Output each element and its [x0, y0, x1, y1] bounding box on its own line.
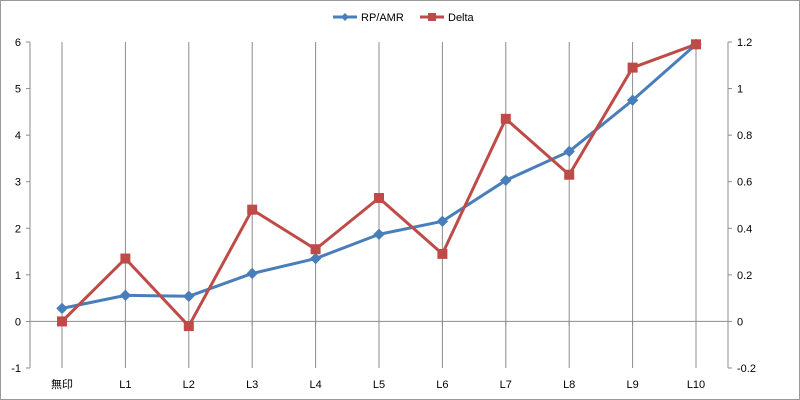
x-tick-label: L4 [309, 379, 321, 391]
x-tick-label: L9 [626, 379, 638, 391]
data-point-diamond [373, 228, 385, 241]
legend-marker-diamond [341, 13, 349, 21]
x-tick-label: L3 [246, 379, 258, 391]
data-point-square [627, 62, 638, 73]
data-point-diamond [500, 174, 512, 187]
data-point-square [374, 193, 384, 204]
gridlines [61, 42, 697, 368]
data-point-diamond [563, 145, 575, 158]
y-right-tick-label: 1.2 [737, 37, 752, 49]
x-tick-label: L8 [563, 379, 575, 391]
x-tick-label: L2 [183, 379, 195, 391]
x-tick-label: L5 [373, 379, 385, 391]
legend-label: RP/AMR [361, 12, 404, 24]
data-point-square [57, 316, 67, 327]
series [56, 38, 702, 332]
x-tick-label: L7 [500, 379, 512, 391]
y-right-tick-label: -0.2 [737, 363, 756, 375]
x-tick-label: L6 [436, 379, 448, 391]
x-tick-label: L1 [119, 379, 131, 391]
data-point-diamond [436, 215, 449, 228]
y-right-tick-label: 0 [737, 316, 743, 328]
y-left-tick-label: -1 [11, 363, 21, 375]
data-point-square [500, 113, 511, 124]
y-right-tick-label: 0.4 [737, 223, 752, 235]
data-point-diamond [309, 252, 322, 265]
data-point-diamond [246, 267, 258, 280]
x-tick-label: 無印 [51, 377, 73, 391]
legend-marker-square [428, 13, 436, 21]
y-right-tick-label: 0.2 [737, 270, 752, 282]
y-left-tick-label: 0 [15, 316, 21, 328]
data-point-square [120, 253, 131, 264]
axes: -1 0 1 2 3 4 5 6 -0.2 0 0.2 0.4 0.6 0.8 1 1.2 無印 L1 L2 L3 L4… [11, 37, 756, 391]
data-point-square [564, 169, 575, 180]
y-left-tick-label: 6 [15, 37, 21, 49]
data-point-diamond [56, 302, 68, 315]
legend: RP/AMR Delta [333, 12, 475, 24]
data-point-diamond [626, 94, 639, 106]
data-point-diamond [119, 289, 132, 302]
y-right-tick-label: 0.6 [737, 177, 752, 189]
y-left-tick-label: 1 [15, 270, 21, 282]
y-right-tick-label: 1 [737, 84, 743, 96]
data-point-square [183, 321, 194, 332]
data-point-square [247, 204, 258, 215]
data-point-square [437, 248, 448, 259]
data-point-square [310, 244, 321, 255]
legend-label: Delta [448, 12, 475, 24]
data-point-square [691, 39, 701, 50]
y-left-tick-label: 4 [15, 130, 21, 142]
y-left-tick-label: 2 [15, 223, 21, 235]
y-left-tick-label: 3 [15, 177, 21, 189]
x-tick-label: L10 [687, 379, 705, 391]
y-right-tick-label: 0.8 [737, 130, 752, 142]
y-left-tick-label: 5 [15, 84, 21, 96]
data-point-diamond [183, 290, 195, 302]
